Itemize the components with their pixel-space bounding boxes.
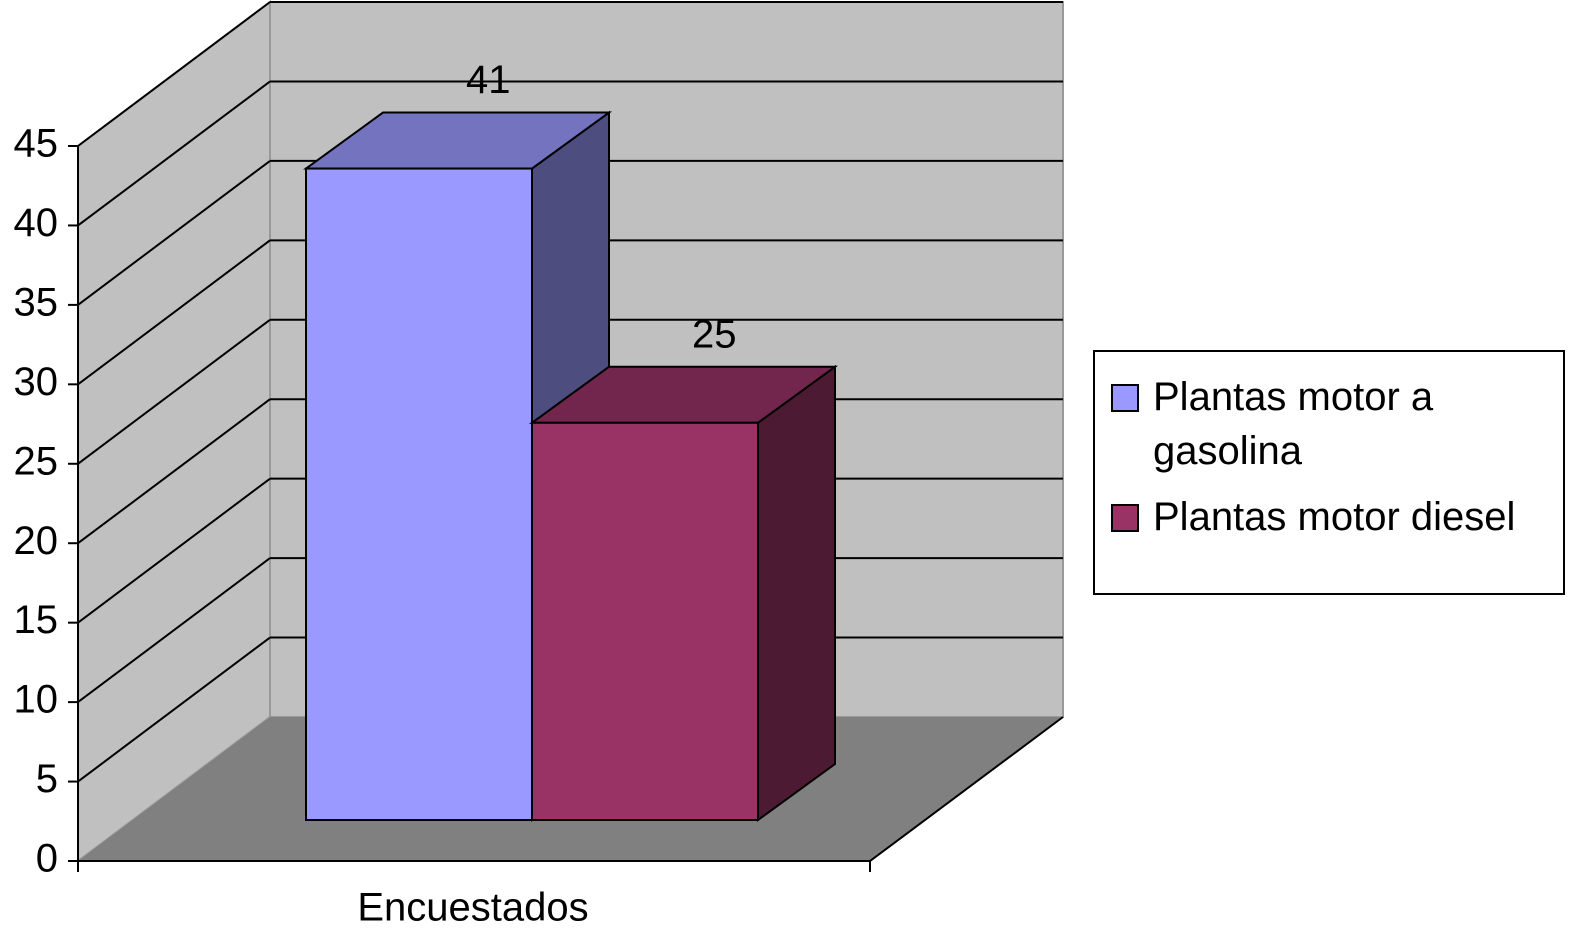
y-tick-label: 25 (14, 439, 59, 483)
grid-line (77, 80, 271, 227)
y-tick-label: 5 (36, 757, 58, 801)
bars (302, 110, 839, 822)
legend-swatch (1111, 384, 1139, 412)
y-tick-label: 45 (14, 122, 59, 166)
grid-line (77, 239, 271, 386)
data-label: 25 (692, 312, 737, 356)
grid-line (77, 636, 271, 783)
left-wall (77, 0, 271, 863)
grid-line (77, 160, 271, 306)
legend-label: Plantas motor diesel (1153, 495, 1516, 539)
y-tick-label: 10 (14, 678, 59, 722)
grid-line (77, 557, 271, 703)
bar-side (757, 364, 836, 822)
legend-swatch (1111, 504, 1139, 532)
grid-line (77, 477, 271, 624)
y-tick-label: 20 (14, 519, 59, 563)
legend-label: Plantas motor a gasolina (1153, 375, 1434, 473)
legend: Plantas motor a gasolina Plantas motor di… (1093, 350, 1565, 595)
y-tick-label: 35 (14, 280, 59, 324)
grid-line (77, 398, 271, 545)
y-tick-label: 15 (14, 598, 59, 642)
legend-entry: Plantas motor diesel (1111, 490, 1563, 544)
x-tick-label: Encuestados (357, 886, 588, 930)
legend-entry: Plantas motor a gasolina (1111, 370, 1563, 478)
y-tick-label: 40 (14, 201, 59, 245)
grid-line (77, 318, 271, 465)
grid-line (77, 1, 271, 147)
y-tick-label: 0 (36, 837, 58, 881)
y-tick-label: 30 (14, 360, 59, 404)
data-label: 41 (466, 58, 511, 102)
bar (305, 167, 533, 822)
bar (531, 421, 759, 821)
